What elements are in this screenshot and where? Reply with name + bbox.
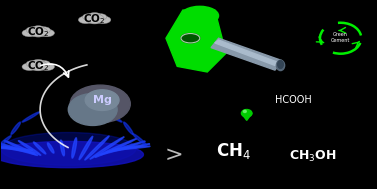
- Ellipse shape: [0, 141, 36, 155]
- Ellipse shape: [124, 122, 133, 134]
- Circle shape: [26, 27, 39, 33]
- Circle shape: [181, 33, 200, 43]
- Circle shape: [30, 29, 46, 37]
- Ellipse shape: [85, 136, 109, 160]
- Circle shape: [85, 14, 104, 23]
- Text: Mg: Mg: [93, 95, 112, 105]
- Ellipse shape: [106, 144, 150, 152]
- Polygon shape: [166, 10, 226, 72]
- Polygon shape: [211, 38, 282, 70]
- Text: >: >: [164, 145, 183, 165]
- Circle shape: [37, 27, 51, 33]
- Ellipse shape: [70, 85, 130, 123]
- Text: CH$_3$OH: CH$_3$OH: [289, 149, 336, 164]
- Circle shape: [32, 59, 44, 66]
- Ellipse shape: [68, 94, 117, 125]
- Circle shape: [29, 27, 48, 36]
- Ellipse shape: [276, 60, 285, 70]
- Ellipse shape: [48, 143, 54, 153]
- Circle shape: [39, 63, 55, 70]
- Circle shape: [37, 60, 51, 67]
- Ellipse shape: [278, 60, 284, 68]
- Circle shape: [30, 63, 46, 71]
- Ellipse shape: [95, 139, 136, 157]
- Circle shape: [83, 14, 96, 20]
- Ellipse shape: [34, 142, 46, 154]
- Text: CH$_4$: CH$_4$: [216, 141, 251, 161]
- Ellipse shape: [79, 136, 93, 160]
- Ellipse shape: [11, 122, 20, 134]
- Ellipse shape: [105, 112, 122, 122]
- Ellipse shape: [4, 140, 38, 156]
- Ellipse shape: [60, 140, 64, 156]
- Ellipse shape: [72, 138, 77, 158]
- Ellipse shape: [90, 137, 124, 159]
- Ellipse shape: [85, 90, 119, 110]
- Ellipse shape: [18, 141, 41, 155]
- Circle shape: [88, 12, 101, 19]
- Ellipse shape: [243, 110, 246, 112]
- Ellipse shape: [100, 141, 145, 155]
- Ellipse shape: [1, 132, 136, 165]
- Circle shape: [26, 60, 39, 67]
- Text: HCOOH: HCOOH: [275, 95, 312, 105]
- Circle shape: [29, 61, 48, 70]
- Ellipse shape: [181, 6, 219, 25]
- Ellipse shape: [0, 145, 33, 150]
- Ellipse shape: [241, 109, 252, 117]
- Polygon shape: [215, 40, 279, 65]
- Text: CO$_2$: CO$_2$: [83, 12, 106, 26]
- Circle shape: [86, 16, 103, 24]
- Ellipse shape: [0, 143, 34, 153]
- Polygon shape: [241, 113, 252, 120]
- Ellipse shape: [22, 112, 39, 122]
- Circle shape: [39, 29, 55, 37]
- Circle shape: [78, 16, 93, 24]
- Ellipse shape: [0, 141, 143, 168]
- Ellipse shape: [133, 134, 146, 145]
- Circle shape: [93, 14, 107, 20]
- Ellipse shape: [112, 146, 150, 150]
- Text: CO$_2$: CO$_2$: [27, 60, 49, 73]
- Ellipse shape: [0, 136, 11, 147]
- Text: CO$_2$: CO$_2$: [27, 26, 49, 40]
- Circle shape: [22, 29, 37, 37]
- Circle shape: [96, 16, 111, 24]
- Circle shape: [32, 26, 44, 32]
- Text: Green
Cement: Green Cement: [331, 33, 350, 43]
- Circle shape: [22, 63, 37, 70]
